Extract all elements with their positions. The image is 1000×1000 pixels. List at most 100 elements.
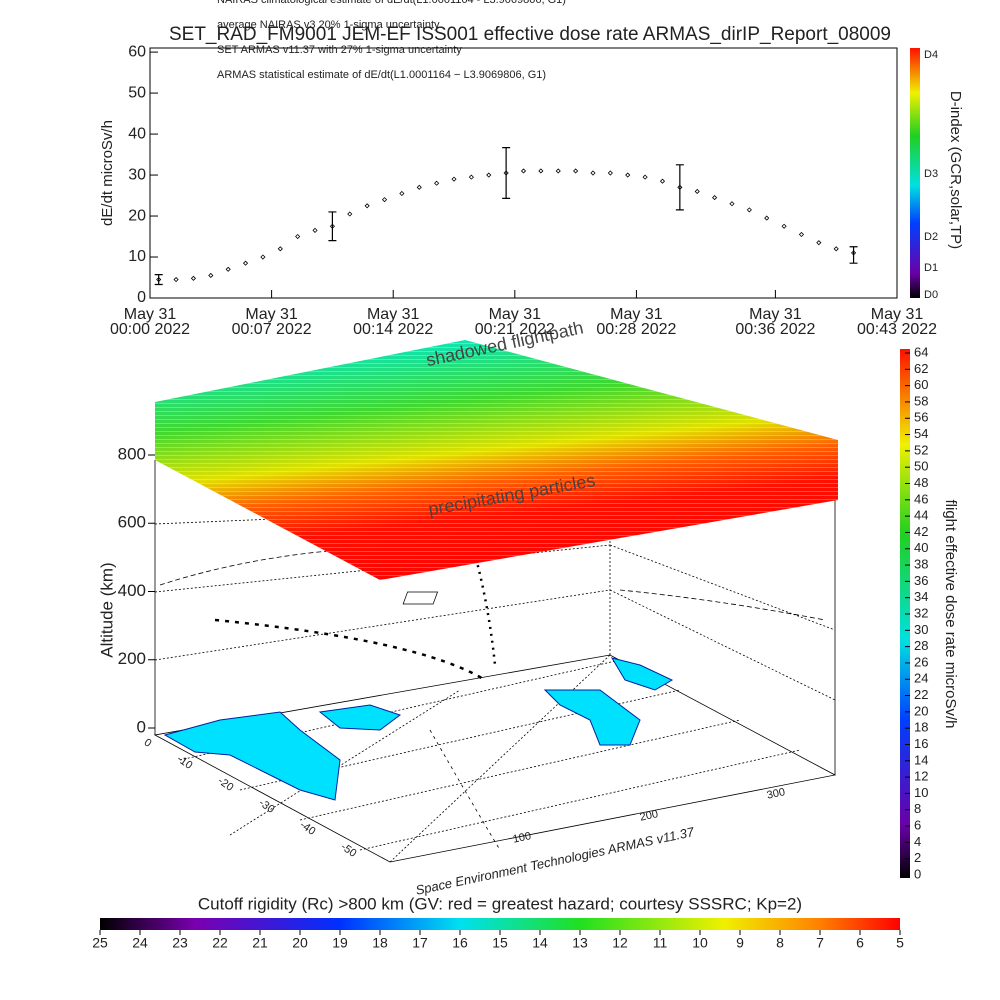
data-point [781, 223, 787, 229]
data-point [381, 197, 388, 203]
y-tick-label: 60 [128, 43, 146, 60]
x-tick-label: May 31 [871, 306, 924, 323]
x-tick-label: 00:28 2022 [596, 321, 676, 338]
data-point [190, 275, 196, 281]
z-tick-label: 200 [118, 649, 146, 668]
z-tick-label: 600 [118, 513, 146, 532]
data-point [295, 233, 301, 240]
data-point [364, 203, 370, 209]
dose-tick-label: 32 [914, 605, 928, 620]
chart-title: SET_RAD_FM9001 JEM-EF ISS001 effective d… [169, 24, 891, 45]
error-bar [328, 211, 337, 242]
dose-tick-label: 40 [914, 540, 928, 555]
x-tick-label: 00:36 2022 [735, 321, 815, 338]
x-tick-label: 00:43 2022 [857, 321, 937, 338]
data-point [764, 215, 770, 221]
data-point [225, 266, 231, 272]
lon-tick-label: 200 [639, 808, 659, 824]
x-tick-label: May 31 [367, 306, 420, 323]
y-tick-label: 10 [128, 248, 146, 265]
dose-tick-label: 48 [914, 475, 928, 490]
d-index-label: D3 [924, 168, 938, 180]
rigidity-tick-label: 10 [692, 935, 708, 951]
dose-tick-label: 58 [914, 393, 928, 408]
data-point [607, 170, 613, 176]
dose-tick-label: 36 [914, 573, 928, 588]
x-tick-label: May 31 [749, 306, 802, 323]
rigidity-tick-label: 18 [372, 935, 388, 951]
z-axis-label: Altitude (km) [97, 562, 116, 657]
rigidity-tick-label: 11 [653, 935, 668, 951]
rigidity-tick-label: 17 [412, 935, 428, 951]
dose-tick-label: 38 [914, 557, 928, 572]
rigidity-tick-label: 23 [172, 935, 188, 951]
rigidity-tick-label: 9 [736, 935, 744, 951]
lat-tick-label: 0 [142, 736, 154, 749]
rigidity-tick-label: 6 [856, 935, 864, 951]
dose-tick-label: 44 [914, 508, 928, 523]
rigidity-tick-label: 8 [776, 935, 784, 951]
dose-tick-label: 2 [914, 850, 921, 865]
y-tick-label: 0 [137, 289, 146, 306]
dose-tick-label: 24 [914, 671, 928, 686]
data-point [746, 207, 752, 213]
y-axis-label: dE/dt microSv/h [99, 120, 116, 226]
dose-tick-label: 4 [914, 834, 921, 849]
rigidity-tick-label: 16 [452, 935, 468, 951]
landmasses [163, 657, 674, 801]
x-tick-label: May 31 [489, 306, 542, 323]
data-point [434, 180, 440, 186]
dose-tick-label: 46 [914, 491, 928, 506]
dose-tick-label: 16 [914, 736, 928, 751]
dose-tick-label: 62 [914, 361, 928, 376]
rigidity-colorbar [100, 918, 900, 930]
legend-entry: SET ARMAS v11.37 with 27% 1-sigma uncert… [217, 44, 462, 56]
data-point [659, 178, 666, 184]
data-point [416, 184, 422, 190]
rigidity-tick-label: 15 [492, 935, 508, 951]
data-point [642, 174, 648, 180]
lon-tick-label: 100 [512, 830, 532, 846]
lat-tick-label: -20 [216, 775, 236, 794]
y-tick-label: 40 [128, 125, 146, 142]
d-index-label: D2 [924, 231, 938, 243]
lat-tick-label: -40 [298, 819, 318, 838]
data-point [347, 211, 353, 217]
x-tick-label: 00:14 2022 [353, 321, 433, 338]
lat-tick-label: -10 [175, 753, 195, 772]
data-point [277, 246, 283, 252]
dose-tick-label: 42 [914, 524, 928, 539]
plot-frame [149, 47, 898, 299]
error-bar [154, 274, 163, 286]
data-point [451, 176, 457, 182]
rigidity-tick-label: 12 [612, 935, 628, 951]
x-tick-label: 00:21 2022 [475, 321, 555, 338]
rigidity-tick-label: 19 [332, 935, 348, 951]
z-tick-label: 400 [118, 581, 146, 600]
data-point [242, 260, 249, 266]
lat-tick-label: -30 [257, 797, 277, 816]
rigidity-tick-label: 20 [292, 935, 308, 951]
y-tick-label: 50 [128, 84, 146, 101]
x-tick-label: May 31 [610, 306, 663, 323]
rigidity-tick-label: 7 [816, 935, 824, 951]
data-point [468, 174, 474, 180]
data-point [573, 168, 579, 174]
dose-tick-label: 56 [914, 410, 928, 425]
data-point [798, 231, 805, 238]
data-point [312, 227, 318, 233]
legend-entry: average NAIRAS v3 20% 1-sigma uncertaint… [217, 19, 440, 31]
data-point [486, 172, 492, 178]
data-point [260, 254, 266, 260]
data-point [399, 190, 405, 197]
dose-tick-label: 54 [914, 426, 928, 441]
data-point [590, 170, 596, 176]
error-bar [849, 246, 858, 264]
dose-tick-label: 26 [914, 654, 928, 669]
rigidity-tick-label: 24 [132, 935, 148, 951]
y-tick-label: 30 [128, 166, 146, 183]
data-point [816, 240, 822, 246]
y-tick-label: 20 [128, 207, 146, 224]
d-index-label: D0 [924, 289, 938, 301]
x-tick-label: 00:07 2022 [232, 321, 312, 338]
